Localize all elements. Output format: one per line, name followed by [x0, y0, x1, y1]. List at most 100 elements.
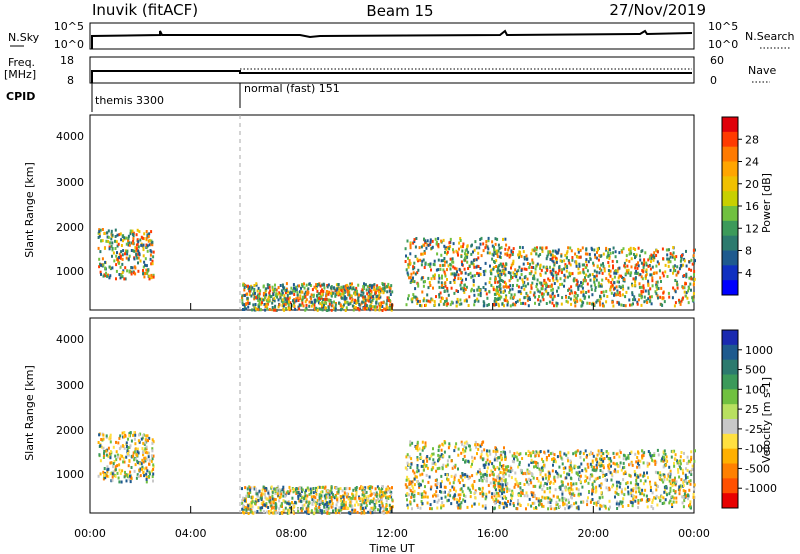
scatter-cell [305, 500, 308, 504]
scatter-cell [434, 273, 436, 277]
scatter-cell [275, 288, 278, 292]
scatter-cell [683, 259, 686, 263]
velocity-colorbar-tick: 100 [745, 383, 766, 396]
scatter-cell [589, 257, 592, 261]
scatter-cell [329, 500, 332, 504]
scatter-cell [143, 467, 146, 471]
scatter-cell [384, 506, 387, 510]
scatter-cell [499, 494, 502, 498]
scatter-cell [685, 264, 688, 268]
scatter-cell [682, 459, 685, 463]
scatter-cell [98, 265, 101, 269]
scatter-cell [407, 256, 409, 260]
scatter-cell [526, 480, 529, 484]
scatter-cell [288, 296, 291, 300]
velocity-ylabel: Slant Range [km] [23, 365, 36, 461]
scatter-cell [531, 493, 534, 497]
scatter-cell [598, 271, 601, 275]
scatter-cell [477, 256, 480, 260]
scatter-cell [632, 487, 635, 491]
scatter-cell [108, 241, 111, 245]
scatter-cell [569, 459, 572, 463]
scatter-cell [258, 292, 261, 296]
scatter-cell [323, 505, 326, 509]
scatter-cell [613, 275, 616, 279]
scatter-cell [135, 247, 138, 251]
scatter-cell [318, 505, 321, 509]
power-colorbar-cell [722, 176, 738, 192]
scatter-cell [616, 452, 619, 456]
scatter-cell [586, 503, 589, 507]
scatter-cell [326, 298, 329, 302]
scatter-cell [539, 246, 542, 250]
scatter-cell [120, 273, 123, 277]
scatter-cell [494, 456, 496, 460]
scatter-cell [496, 252, 499, 256]
scatter-cell [324, 496, 327, 500]
scatter-cell [267, 297, 270, 301]
scatter-cell [130, 439, 133, 443]
scatter-cell [101, 257, 104, 261]
scatter-cell [406, 503, 409, 507]
scatter-cell [654, 481, 657, 485]
scatter-cell [566, 472, 569, 476]
scatter-cell [341, 500, 344, 504]
scatter-cell [653, 255, 656, 259]
scatter-cell [479, 444, 482, 448]
scatter-cell [277, 511, 280, 515]
scatter-cell [440, 506, 443, 510]
scatter-cell [562, 503, 565, 506]
scatter-cell [442, 238, 445, 242]
scatter-cell [424, 485, 426, 489]
scatter-cell [270, 295, 273, 298]
scatter-cell [101, 438, 104, 442]
scatter-cell [348, 293, 351, 297]
scatter-cell [491, 244, 494, 248]
scatter-cell [627, 271, 630, 275]
scatter-cell [691, 468, 694, 471]
scatter-cell [348, 502, 351, 506]
scatter-cell [368, 485, 371, 489]
scatter-cell [502, 478, 505, 482]
scatter-cell [692, 292, 695, 296]
scatter-cell [531, 248, 534, 252]
scatter-cell [375, 298, 378, 302]
scatter-cell [386, 284, 389, 288]
scatter-cell [655, 460, 658, 464]
scatter-cell [380, 303, 382, 307]
scatter-cell [598, 484, 601, 488]
scatter-cell [122, 234, 125, 238]
scatter-cell [604, 478, 607, 482]
scatter-cell [128, 477, 131, 481]
power-ylabel: Slant Range [km] [23, 162, 36, 258]
scatter-cell [615, 502, 618, 506]
scatter-cell [388, 503, 391, 507]
scatter-cell [386, 296, 389, 300]
scatter-cell [136, 256, 139, 260]
scatter-cell [381, 490, 384, 494]
scatter-cell [618, 302, 621, 306]
scatter-cell [491, 470, 494, 474]
scatter-cell [465, 299, 468, 303]
scatter-cell [126, 269, 129, 273]
scatter-cell [290, 291, 293, 295]
scatter-cell [313, 300, 316, 304]
scatter-cell [692, 254, 695, 258]
scatter-cell [102, 263, 105, 267]
scatter-cell [496, 298, 499, 301]
scatter-cell [412, 293, 415, 297]
scatter-cell [416, 464, 419, 467]
scatter-cell [602, 290, 605, 294]
scatter-cell [450, 459, 453, 463]
scatter-cell [555, 301, 558, 305]
scatter-cell [447, 293, 450, 297]
scatter-cell [458, 496, 461, 500]
scatter-cell [611, 283, 614, 287]
scatter-cell [313, 307, 316, 311]
scatter-cell [286, 490, 289, 494]
scatter-cell [516, 482, 519, 486]
scatter-cell [320, 295, 322, 299]
scatter-cell [649, 295, 652, 299]
scatter-cell [385, 499, 388, 503]
scatter-cell [343, 491, 346, 495]
